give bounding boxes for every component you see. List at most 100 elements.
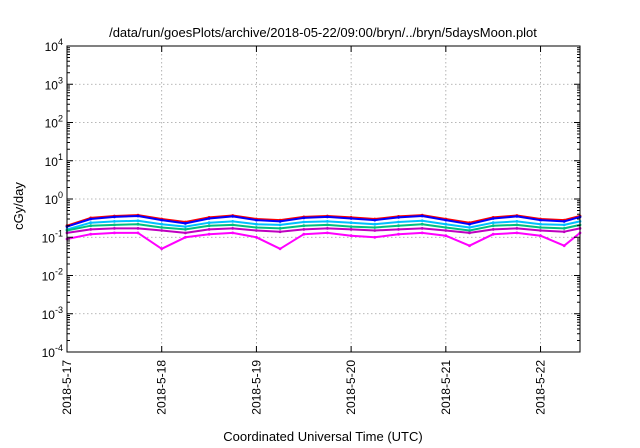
data-point — [349, 228, 353, 231]
data-point — [89, 217, 93, 221]
data-point — [326, 231, 329, 235]
data-point — [420, 222, 424, 226]
data-point — [255, 226, 258, 229]
data-point — [491, 228, 495, 231]
data-point — [113, 223, 116, 227]
data-point — [255, 229, 258, 232]
y-tick-exponent: -2 — [55, 267, 63, 277]
data-point — [491, 232, 495, 236]
data-point — [491, 217, 495, 220]
data-point — [562, 223, 566, 227]
data-point — [278, 227, 282, 230]
data-point — [184, 235, 187, 239]
data-point — [562, 230, 566, 234]
data-point — [515, 231, 519, 235]
data-point — [515, 220, 519, 223]
series-group — [65, 213, 582, 251]
data-point — [160, 226, 164, 229]
data-point — [255, 222, 258, 226]
data-point — [160, 222, 164, 226]
x-tick-label: 2018-5-21 — [439, 360, 453, 415]
data-point — [326, 215, 329, 219]
data-point — [113, 231, 116, 235]
data-point — [349, 217, 353, 220]
data-point — [444, 218, 448, 222]
data-point — [136, 219, 140, 223]
x-tick-label: 2018-5-22 — [534, 360, 548, 415]
data-point — [302, 232, 306, 236]
data-point — [207, 224, 211, 228]
y-tick-label: 10-2 — [42, 267, 63, 284]
y-tick-exponent: 2 — [58, 114, 63, 124]
data-point — [207, 221, 211, 225]
data-point — [89, 224, 93, 228]
y-tick-label: 104 — [45, 37, 63, 54]
y-tick-exponent: 1 — [58, 152, 63, 162]
data-point — [420, 219, 424, 223]
data-point — [373, 222, 377, 226]
data-point — [326, 220, 329, 223]
data-point — [539, 218, 542, 222]
data-point — [113, 227, 116, 230]
y-tick-base: 10 — [45, 193, 59, 207]
data-point — [184, 231, 187, 235]
data-point — [302, 224, 306, 228]
data-point — [231, 215, 235, 218]
data-point — [539, 222, 542, 226]
y-tick-exponent: -4 — [55, 343, 63, 353]
data-point — [160, 218, 164, 222]
data-point — [326, 223, 329, 227]
data-point — [302, 228, 306, 231]
data-point — [349, 234, 353, 238]
y-tick-label: 10-4 — [42, 343, 63, 360]
data-point — [113, 215, 116, 219]
x-tick-labels: 2018-5-17 2018-5-18 2018-5-19 2018-5-20 2018… — [60, 360, 548, 415]
data-point — [468, 231, 471, 235]
data-point — [302, 216, 306, 220]
data-point — [468, 229, 471, 232]
data-point — [539, 229, 542, 232]
data-point — [278, 247, 282, 251]
data-point — [278, 223, 282, 227]
data-point — [373, 226, 377, 229]
data-point — [444, 226, 448, 229]
data-point — [444, 222, 448, 226]
data-point — [136, 214, 140, 218]
data-point — [184, 222, 187, 225]
data-point — [184, 228, 187, 231]
data-point — [302, 220, 306, 224]
chart-title: /data/run/goesPlots/archive/2018-05-22/0… — [109, 25, 537, 40]
x-tick-label: 2018-5-17 — [60, 360, 74, 415]
data-point — [207, 217, 211, 220]
data-point — [515, 215, 519, 218]
data-point — [207, 232, 211, 236]
y-tick-base: 10 — [45, 155, 59, 169]
y-tick-exponent: -3 — [55, 305, 63, 315]
data-point — [515, 223, 519, 227]
data-point — [397, 228, 400, 231]
x-tick-label: 2018-5-20 — [344, 360, 358, 415]
data-point — [539, 226, 542, 229]
y-axis-label: cGy/day — [11, 182, 26, 230]
data-point — [89, 232, 93, 236]
y-tick-label: 101 — [45, 152, 63, 169]
data-point — [468, 244, 471, 248]
x-tick-label: 2018-5-19 — [249, 360, 263, 415]
data-point — [349, 221, 353, 225]
data-point — [397, 220, 400, 224]
grid — [67, 46, 580, 352]
y-tick-base: 10 — [42, 270, 56, 284]
data-point — [326, 227, 329, 230]
y-tick-label: 102 — [45, 114, 63, 131]
data-point — [468, 226, 471, 229]
y-tick-base: 10 — [42, 346, 56, 360]
data-point — [136, 227, 140, 230]
y-tick-base: 10 — [42, 231, 56, 245]
data-point — [184, 225, 187, 229]
data-point — [89, 221, 93, 225]
data-point — [397, 216, 400, 219]
data-point — [278, 230, 282, 234]
data-point — [397, 224, 400, 228]
